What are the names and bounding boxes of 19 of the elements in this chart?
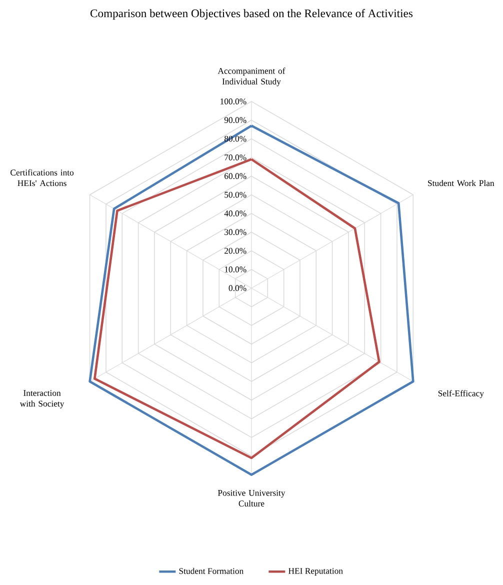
legend-label: HEI Reputation [288,568,343,576]
y-tick-label: 100.0% [220,98,246,104]
spoke-label: Interaction with Society [20,390,64,408]
spoke-label: Student Work Plan [428,180,494,186]
y-tick-label: 30.0% [224,229,246,236]
y-tick-label: 10.0% [224,266,246,272]
y-tick-label: 60.0% [224,173,246,180]
legend-label: Student Formation [179,568,244,574]
spoke-label: Accompaniment of Individual Study [218,68,286,86]
y-tick-label: 70.0% [224,154,246,160]
y-tick-label: 20.0% [224,248,246,254]
spoke-label: Positive University Culture [218,490,286,506]
y-tick-label: 50.0% [224,192,246,198]
spoke-label: Certifications into HEIs' Actions [10,169,74,186]
y-tick-label: 0.0% [228,285,246,292]
y-tick-label: 40.0% [224,210,246,216]
y-tick-label: 90.0% [224,117,246,124]
spoke-label: Self-Efficacy [438,390,484,398]
chart-title: Comparison between Objectives based on the Relevance of Activities [90,9,413,20]
